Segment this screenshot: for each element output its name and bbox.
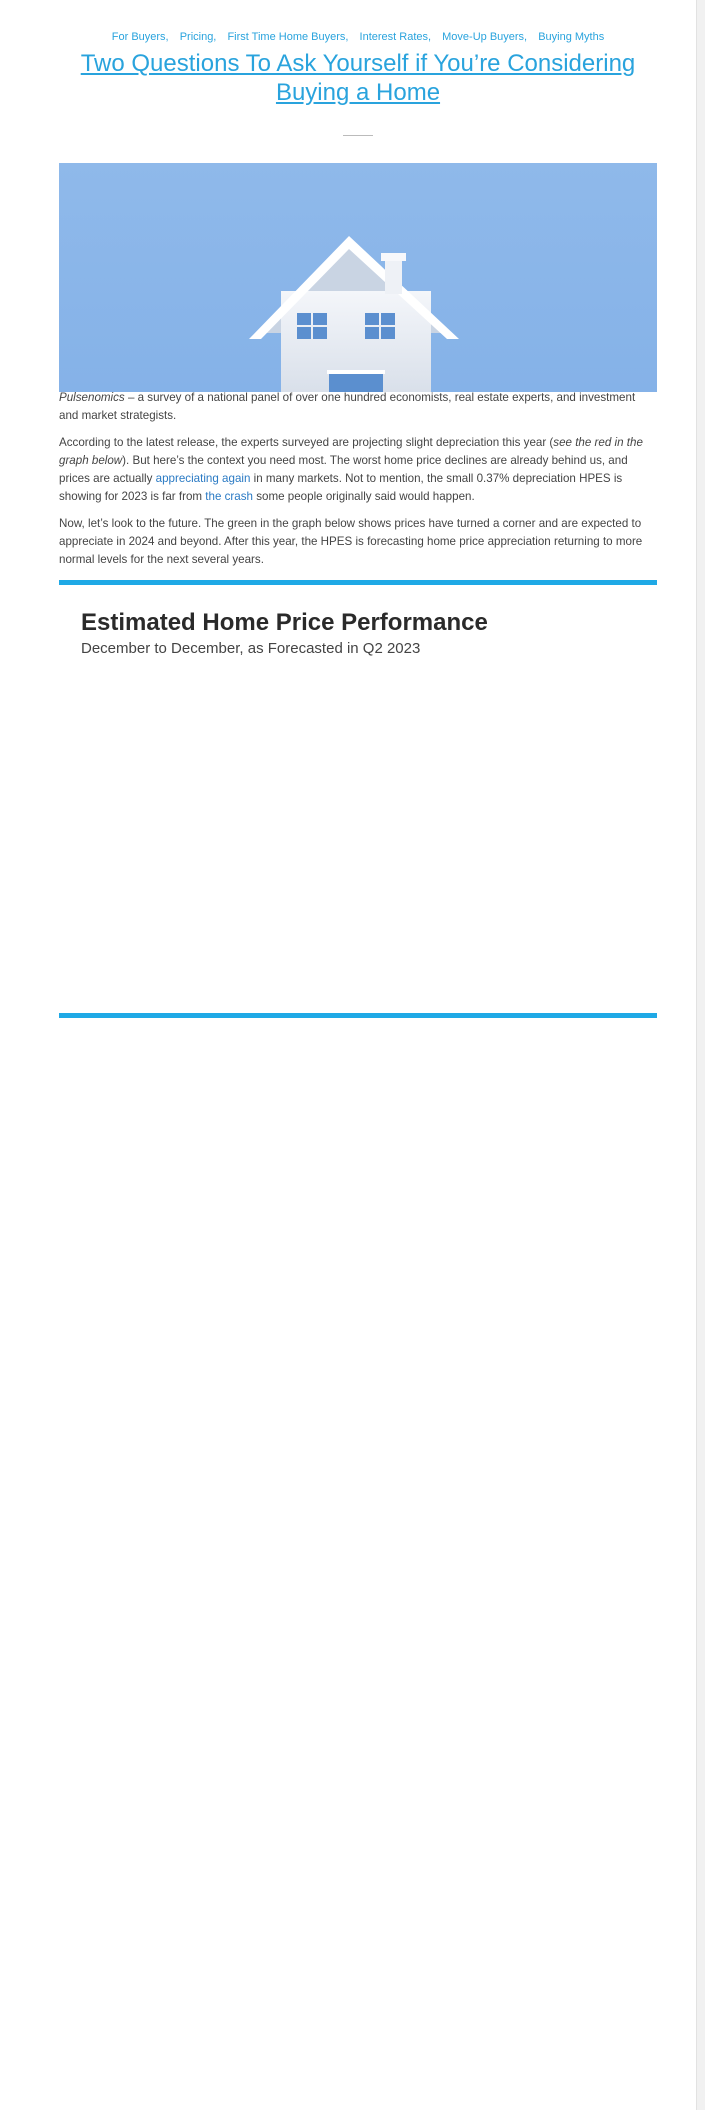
- tag-link[interactable]: Pricing,: [179, 31, 217, 43]
- tag-link[interactable]: First Time Home Buyers,: [227, 31, 349, 43]
- chart-title: Estimated Home Price Performance: [81, 609, 488, 636]
- tag-link[interactable]: Buying Myths: [538, 31, 605, 43]
- tag-list: For Buyers, Pricing, First Time Home Buy…: [59, 0, 657, 45]
- tag-link[interactable]: Move-Up Buyers,: [442, 31, 528, 43]
- article: For Buyers, Pricing, First Time Home Buy…: [59, 0, 657, 1018]
- the-crash-link[interactable]: the crash: [205, 490, 253, 503]
- tag-link[interactable]: For Buyers,: [111, 31, 169, 43]
- title-divider: [343, 135, 373, 136]
- chart-subtitle: December to December, as Forecasted in Q…: [81, 640, 421, 657]
- hero-image: [59, 163, 657, 392]
- page-title[interactable]: Two Questions To Ask Yourself if You’re …: [80, 50, 636, 106]
- intro-paragraph-2: According to the latest release, the exp…: [59, 436, 643, 503]
- appreciating-again-link[interactable]: appreciating again: [155, 472, 251, 485]
- section-rule: [59, 1013, 657, 1018]
- bar-chart-svg: [59, 659, 619, 989]
- intro-paragraph-3: Now, let’s look to the future. The green…: [59, 517, 643, 566]
- tag-link[interactable]: Interest Rates,: [359, 31, 432, 43]
- price-chart: Estimated Home Price Performance Decembe…: [59, 585, 657, 1013]
- section-rule: [59, 580, 657, 585]
- page-scrollbar[interactable]: [696, 0, 705, 2110]
- intro-paragraph-1: Pulsenomics – a survey of a national pan…: [59, 391, 636, 422]
- house-illustration: [249, 236, 459, 392]
